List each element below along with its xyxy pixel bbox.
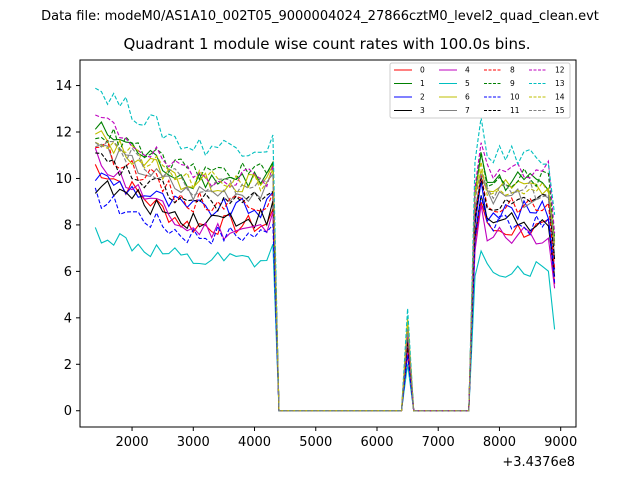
x-tick-label: 4000 [238,435,271,450]
x-offset-label: +3.4376e8 [502,455,575,470]
series-line-10 [94,187,556,412]
x-tick-label: 9000 [544,435,577,450]
legend-label-4: 4 [465,66,470,75]
legend-label-13: 13 [555,79,565,88]
series-layer [94,87,556,412]
series-line-15 [94,141,556,412]
x-tick-label: 2000 [116,435,149,450]
x-axis-ticks: 2000 3000 4000 5000 6000 7000 8000 9000 [116,427,577,450]
x-tick-label: 7000 [422,435,455,450]
y-tick-label: 0 [64,404,72,419]
legend-label-2: 2 [420,93,425,102]
axes-frame [79,59,577,428]
legend-label-3: 3 [420,106,425,115]
series-line-9 [95,127,556,412]
legend-label-14: 14 [555,93,565,102]
legend-label-7: 7 [465,106,470,115]
legend-label-0: 0 [420,66,425,75]
legend-label-11: 11 [510,106,520,115]
x-tick-label: 8000 [483,435,516,450]
y-tick-label: 12 [55,126,72,141]
y-tick-label: 2 [64,358,72,373]
y-axis-ticks: 0 2 4 6 8 10 12 14 [55,79,80,419]
y-tick-label: 6 [64,265,72,280]
series-line-14 [95,141,556,412]
x-tick-label: 6000 [360,435,393,450]
plot-area: 2000 3000 4000 5000 6000 7000 8000 9000 0246810… [55,59,577,450]
legend-label-6: 6 [465,93,470,102]
chart-title: Quadrant 1 module wise count rates with … [123,35,530,53]
legend-label-1: 1 [420,79,425,88]
legend-box [389,62,571,119]
y-tick-label: 10 [55,172,72,187]
legend-label-10: 10 [510,93,520,102]
legend-label-12: 12 [555,66,565,75]
y-tick-label: 4 [64,311,72,326]
legend-label-9: 9 [510,79,515,88]
legend-label-8: 8 [510,66,515,75]
y-tick-label: 8 [64,218,72,233]
legend-label-15: 15 [555,106,565,115]
suptitle: Data file: modeM0/AS1A10_002T05_90000040… [41,9,599,24]
x-tick-label: 5000 [299,435,332,450]
x-tick-label: 3000 [177,435,210,450]
y-tick-label: 14 [55,79,72,94]
legend-label-5: 5 [465,79,470,88]
